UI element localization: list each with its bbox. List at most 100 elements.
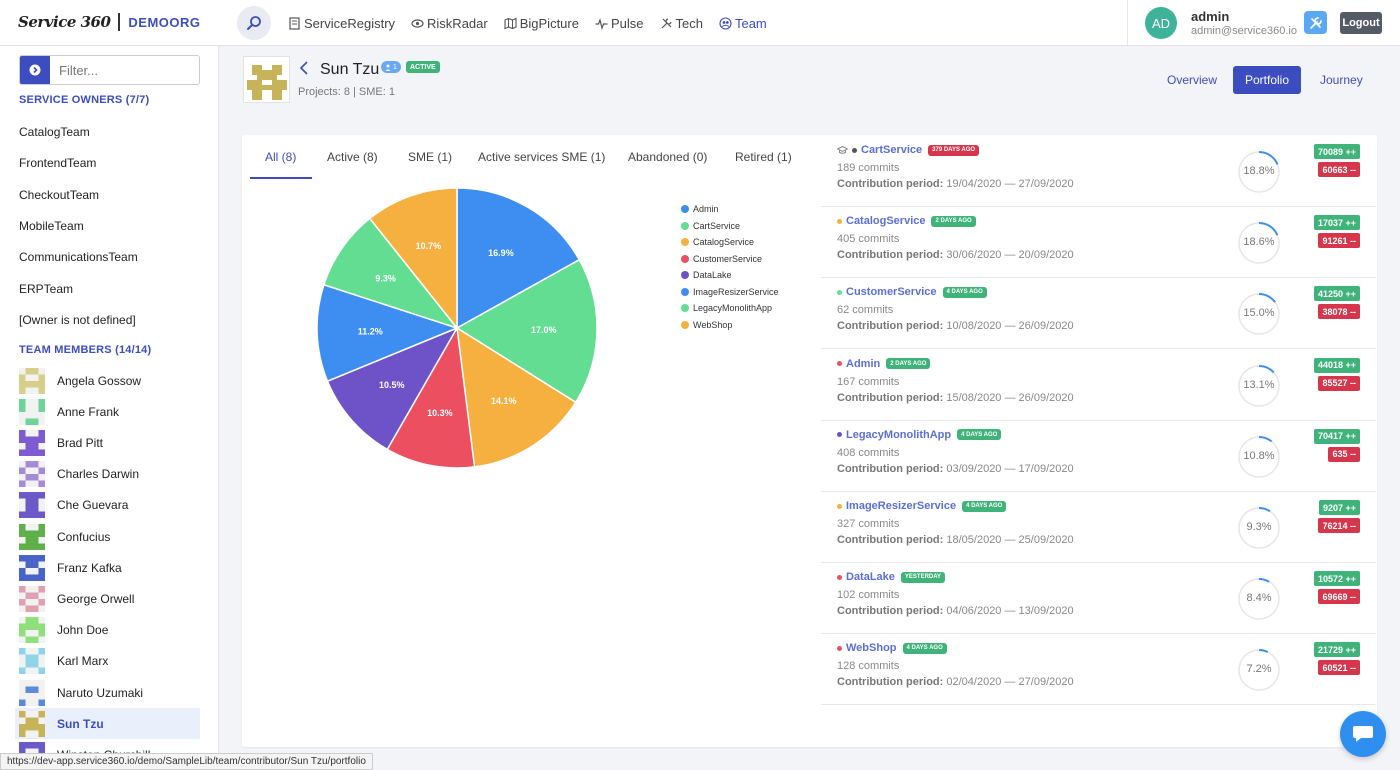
sidebar-item-member[interactable]: John Doe <box>15 615 200 646</box>
nav-bigpicture[interactable]: BigPicture <box>504 16 579 31</box>
sidebar-item-member[interactable]: Karl Marx <box>15 646 200 677</box>
pie-slice[interactable] <box>322 217 460 330</box>
nav-label: BigPicture <box>519 15 579 31</box>
contribution-period-label: Contribution period: <box>837 178 944 190</box>
lines-added-badge: 21729 ++ <box>1313 642 1360 658</box>
sidebar-item-member[interactable]: Charles Darwin <box>15 459 200 490</box>
pie-slice[interactable] <box>455 258 598 404</box>
sidebar-item-member[interactable]: Sun Tzu <box>15 708 200 740</box>
nav-label: RiskRadar <box>427 15 488 31</box>
pie-slice[interactable] <box>316 283 460 383</box>
service-title: DataLake YESTERDAY <box>837 571 946 584</box>
member-name: Franz Kafka <box>57 560 122 575</box>
lines-removed-badge: 91261 -- <box>1318 233 1360 249</box>
service-link[interactable]: ImageResizerService <box>846 500 957 512</box>
nav-pulse[interactable]: Pulse <box>595 16 644 31</box>
filter-tab[interactable]: Abandoned (0) <box>628 150 708 164</box>
sidebar-item-member[interactable]: Che Guevara <box>15 490 200 521</box>
sidebar-item-owner[interactable]: [Owner is not defined] <box>19 312 136 327</box>
pie-slice[interactable] <box>326 326 459 451</box>
service-link[interactable]: Admin <box>846 357 881 370</box>
legend-swatch <box>681 304 689 313</box>
sidebar-item-owner[interactable]: CommunicationsTeam <box>19 250 138 265</box>
pie-slice-label: 17.0% <box>531 325 557 335</box>
sidebar-item-member[interactable]: Naruto Uzumaki <box>15 677 200 708</box>
service-link[interactable]: WebShop <box>846 642 897 655</box>
pie-slice[interactable] <box>456 187 581 330</box>
lines-removed-badge: 60521 -- <box>1318 660 1360 676</box>
legend-item[interactable]: CartService <box>681 218 779 235</box>
service-link[interactable]: CartService <box>861 144 923 156</box>
lines-removed-badge: 635 -- <box>1328 446 1360 462</box>
logo[interactable]: Service 360 DEMOORG <box>18 13 201 31</box>
logo-separator <box>118 13 121 31</box>
back-button[interactable] <box>299 60 309 81</box>
service-row: CustomerService 4 DAYS AGO 62 commits Contr… <box>821 278 1376 350</box>
admin-tools-button[interactable] <box>1304 11 1327 34</box>
legend-item[interactable]: ImageResizerService <box>681 284 779 301</box>
filter-input[interactable] <box>50 62 190 78</box>
nav-tech[interactable]: Tech <box>660 16 703 31</box>
legend-item[interactable]: WebShop <box>681 317 779 334</box>
service-row: ImageResizerService 4 DAYS AGO 327 commits… <box>821 492 1376 563</box>
nav-riskradar[interactable]: RiskRadar <box>411 16 488 31</box>
sidebar-item-member[interactable]: Franz Kafka <box>15 552 200 583</box>
sidebar-item-member[interactable]: Angela Gossow <box>15 365 200 396</box>
service-title: ImageResizerService 4 DAYS AGO <box>837 500 1007 512</box>
sidebar-item-owner[interactable]: MobileTeam <box>19 218 84 233</box>
sidebar-item-owner[interactable]: CatalogTeam <box>19 125 90 139</box>
filter-tab[interactable]: Retired (1) <box>735 150 792 164</box>
sidebar-item-member[interactable]: Confucius <box>15 521 200 552</box>
filter-tab[interactable]: Active (8) <box>327 150 378 164</box>
sidebar-item-owner[interactable]: ERPTeam <box>19 281 74 296</box>
filter-tab[interactable]: SME (1) <box>408 150 453 164</box>
user-avatar[interactable]: AD <box>1145 7 1177 39</box>
tab-journey[interactable]: Journey <box>1320 73 1363 87</box>
logo-text: Service 360 <box>18 13 111 31</box>
rank-badge: 1 <box>381 61 401 73</box>
contribution-period-dates: 02/04/2020 — 27/09/2020 <box>946 676 1074 689</box>
search-button[interactable] <box>237 6 271 40</box>
sidebar-item-member[interactable]: Anne Frank <box>15 396 200 427</box>
legend-item[interactable]: DataLake <box>681 267 779 284</box>
tab-portfolio[interactable]: Portfolio <box>1233 66 1301 94</box>
legend-item[interactable]: CustomerService <box>681 251 779 268</box>
legend-label: Admin <box>693 204 719 215</box>
contribution-period: Contribution period: 30/06/2020 — 20/09/… <box>837 249 1074 261</box>
member-avatar <box>19 461 45 488</box>
service-title: CustomerService 4 DAYS AGO <box>837 286 987 298</box>
pie-slice[interactable] <box>386 325 476 469</box>
profile-name: Sun Tzu <box>320 61 380 78</box>
top-bar: Service 360 DEMOORG ServiceRegistry RiskR… <box>0 0 1400 46</box>
member-avatar <box>19 679 45 706</box>
org-name: DEMOORG <box>128 14 201 30</box>
sidebar-item-member[interactable]: Brad Pitt <box>15 427 200 458</box>
filter-toggle-button[interactable] <box>20 56 50 84</box>
sidebar-item-owner[interactable]: CheckoutTeam <box>19 187 100 202</box>
chat-button[interactable] <box>1340 711 1386 757</box>
service-link[interactable]: LegacyMonolithApp <box>846 428 952 441</box>
service-row: LegacyMonolithApp 4 DAYS AGO 408 commits Co… <box>821 421 1376 492</box>
sidebar-item-member[interactable]: George Orwell <box>15 583 200 614</box>
nav-team[interactable]: Team <box>719 16 767 31</box>
contribution-percent: 15.0% <box>1243 307 1275 320</box>
nav-serviceregistry[interactable]: ServiceRegistry <box>288 16 395 31</box>
service-status-dot <box>837 645 842 651</box>
pie-slice[interactable] <box>456 326 577 468</box>
pie-slice[interactable] <box>368 187 458 331</box>
logout-button[interactable]: Logout <box>1340 12 1382 34</box>
legend-item[interactable]: LegacyMonolithApp <box>681 300 779 317</box>
member-avatar <box>19 367 45 394</box>
legend-item[interactable]: CatalogService <box>681 234 779 251</box>
commit-count: 327 commits <box>837 518 900 530</box>
legend-item[interactable]: Admin <box>681 201 779 218</box>
tab-overview[interactable]: Overview <box>1167 73 1218 87</box>
filter-tab[interactable]: Active services SME (1) <box>478 150 606 164</box>
service-link[interactable]: CustomerService <box>846 286 937 299</box>
filter-tab[interactable]: All (8) <box>265 150 297 164</box>
chart-legend: Admin CartService CatalogService CustomerSe… <box>681 201 779 333</box>
sidebar-item-owner[interactable]: FrontendTeam <box>19 156 97 171</box>
contribution-period: Contribution period: 15/08/2020 — 26/09/… <box>837 392 1074 404</box>
service-link[interactable]: CatalogService <box>846 215 926 228</box>
service-link[interactable]: DataLake <box>846 571 895 584</box>
